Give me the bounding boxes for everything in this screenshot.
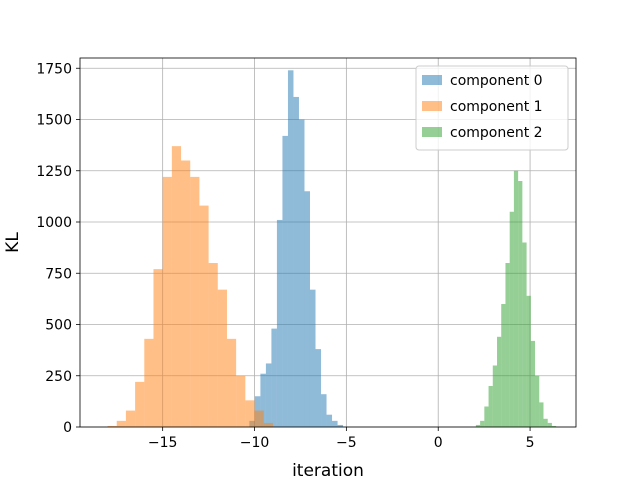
histogram-bar [505,263,510,427]
x-tick-label: 5 [526,435,535,451]
histogram-bar [547,422,552,427]
y-tick-label: 500 [45,318,72,334]
histogram-bar [254,410,264,427]
histogram-bar [551,425,557,427]
histogram-bar [226,338,237,427]
legend-label: component 1 [450,99,543,115]
legend-swatch [422,101,442,111]
histogram-bar [190,176,200,427]
histogram-bar [332,420,338,427]
histogram-bar [475,424,481,427]
y-tick-label: 1750 [36,61,72,77]
histogram-bar [522,242,527,427]
histogram-bar [337,424,344,427]
histogram-bar [309,289,316,427]
legend-swatch [422,127,442,137]
x-tick-label: 0 [434,435,443,451]
legend-label: component 2 [450,125,543,141]
histogram-bar [326,414,333,427]
histogram-bar [304,191,310,427]
histogram-bar [260,373,266,427]
histogram-bar [265,363,272,427]
histogram-bar [530,340,536,427]
plot-area [79,57,577,428]
histogram-bar [217,289,227,427]
series-1-bars [107,146,273,427]
histogram-bar [484,406,489,427]
x-axis-label: iteration [292,461,364,480]
histogram-bar [116,420,126,427]
legend-box [415,65,569,151]
histogram-bar [199,205,209,427]
histogram-bar [492,365,498,427]
y-axis-ticks: 0 250 500 750 1000 1250 1500 1750 [36,61,80,436]
histogram-bar [518,181,523,427]
histogram-bar [293,96,299,427]
histogram-bar [539,402,544,427]
histogram-bar [315,349,322,427]
histogram-bar [321,394,327,427]
histogram-bar [135,381,145,427]
y-axis-label: KL [3,232,23,253]
histogram-bar [501,304,506,427]
axes-frame [79,57,577,428]
histogram-bar [162,176,172,427]
legend-label: component 0 [450,73,543,89]
histogram-bar [153,269,163,427]
histogram-bar [125,410,136,427]
y-tick-label: 250 [45,369,72,385]
y-tick-label: 1500 [36,113,72,129]
histogram-bar [263,422,273,427]
histogram-bar [282,135,288,427]
histogram-bar [497,336,502,427]
x-tick-label: −5 [336,435,357,451]
y-tick-label: 0 [63,420,72,436]
histogram-bar [480,420,485,427]
histogram-bars [107,70,557,428]
histogram-bar [276,219,283,427]
series-2-bars [475,170,557,427]
histogram-bar [543,418,548,427]
histogram-bar [208,263,218,427]
histogram-bar [513,170,519,427]
y-tick-label: 750 [45,266,72,282]
histogram-bar [488,386,493,427]
x-tick-label: −10 [240,435,270,451]
histogram-bar [245,400,255,427]
histogram-bar [271,328,277,427]
histogram-bar [287,70,294,428]
histogram-bar [509,211,514,427]
x-tick-label: −15 [148,435,178,451]
y-tick-label: 1250 [36,164,72,180]
legend-swatch [422,75,442,85]
y-tick-label: 1000 [36,215,72,231]
histogram-bar [107,425,117,427]
histogram-bar [298,119,305,427]
histogram-bar [171,146,182,427]
histogram-bar [181,160,191,427]
histogram-bar [236,375,246,427]
x-axis-ticks: −15 −10 −5 0 5 [148,427,535,451]
histogram-bar [144,338,154,427]
legend: component 0 component 1 component 2 [415,65,569,151]
histogram-bar [535,375,540,427]
histogram-bar [526,295,531,427]
